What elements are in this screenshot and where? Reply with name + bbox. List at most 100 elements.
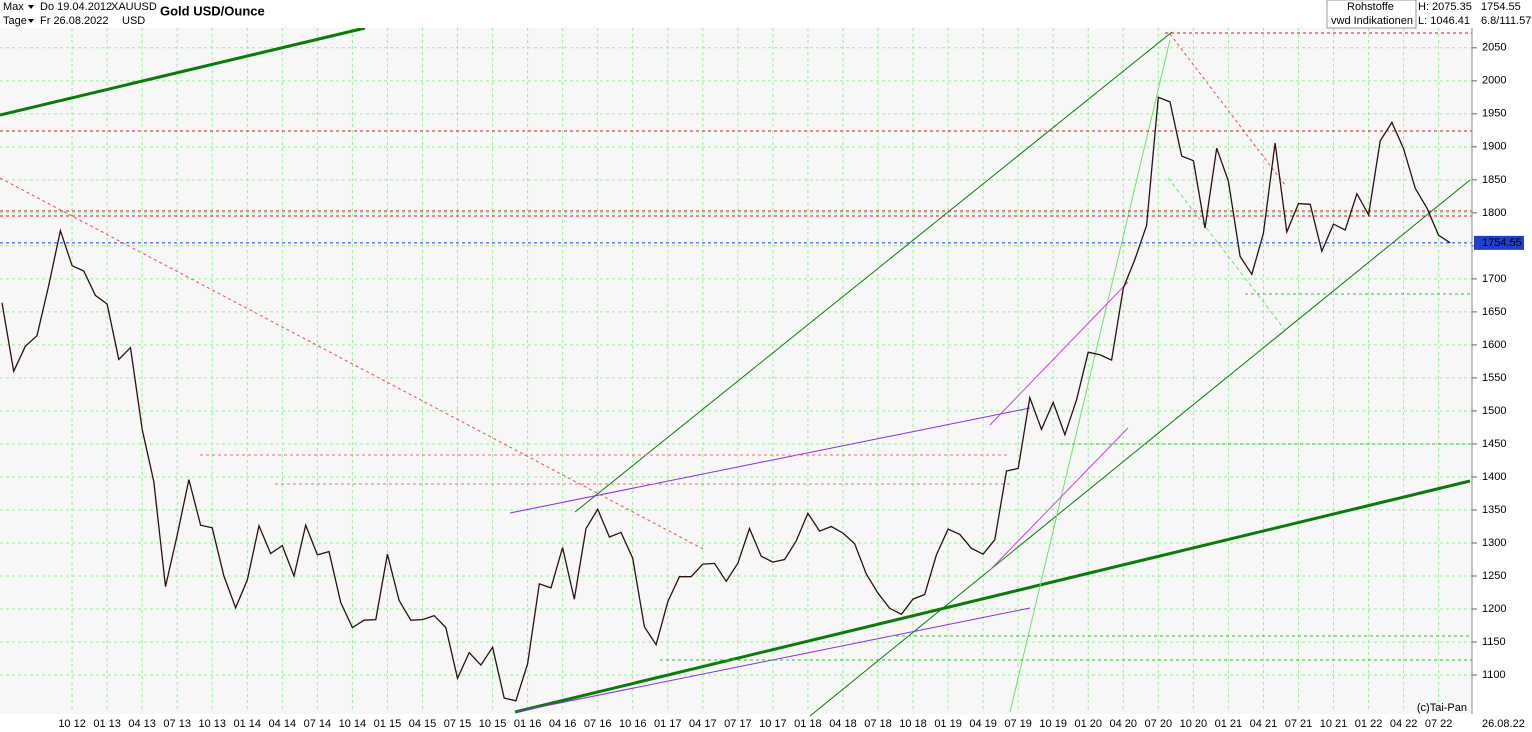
range-dropdown[interactable]: Max [3,1,34,13]
symbol: XAUUSD [111,1,157,13]
trendline [0,177,706,551]
y-tick-label: 1200 [1482,603,1506,615]
trendline [809,179,1471,717]
low: L: 1046.41 [1418,15,1470,27]
y-tick-label: 1850 [1482,174,1506,186]
x-tick-label: 01 13 [93,718,121,730]
x-tick-label: 07 22 [1425,718,1453,730]
info-box [1326,0,1417,29]
x-tick-label: 04 14 [269,718,297,730]
x-tick-label: 01 20 [1074,718,1102,730]
y-tick-label: 1950 [1482,108,1506,120]
x-tick-label: 07 15 [444,718,472,730]
period-dropdown[interactable]: Tage [3,15,34,27]
y-tick-label: 1250 [1482,570,1506,582]
y-tick-label: 1900 [1482,141,1506,153]
y-tick-label: 1700 [1482,273,1506,285]
y-axis: 1100 1150 1200 1250 1300 1350 1400 1450 1500 1550… [1472,42,1506,681]
x-tick-label: 01 22 [1355,718,1383,730]
axis-background [1472,28,1532,732]
x-tick-label: 01 16 [514,718,542,730]
y-tick-label: 2050 [1482,42,1506,54]
trendline [1167,177,1286,331]
trendline [989,427,1129,571]
y-tick-label: 1400 [1482,471,1506,483]
x-tick-label: 07 21 [1285,718,1313,730]
x-tick-label: 07 16 [584,718,612,730]
x-tick-label: 01 18 [794,718,822,730]
copyright: (c)Tai-Pan [1417,702,1467,714]
dropdown-arrow[interactable] [28,5,34,9]
x-tick-label: 10 21 [1320,718,1348,730]
x-tick-label: 04 22 [1390,718,1418,730]
x-tick-label: 10 13 [198,718,226,730]
x-tick-label: 04 16 [549,718,577,730]
price-series [0,96,1472,702]
y-tick-label: 1800 [1482,207,1506,219]
high: H: 2075.35 [1418,1,1472,13]
x-tick-label: 04 15 [409,718,437,730]
x-tick-label: 01 17 [654,718,682,730]
trendline [514,479,1471,714]
chart-title: Gold USD/Ounce [160,3,265,18]
start-date: Do 19.04.2012 [40,1,112,13]
last-price-label: 1754.55 [1482,237,1522,249]
x-tick-label: 07 13 [163,718,191,730]
last: 1754.55 [1481,1,1521,13]
x-tick-label: 10 16 [619,718,647,730]
change: 6.8/111.57 [1481,15,1531,27]
currency: USD [122,15,145,27]
trendline [989,281,1129,426]
y-tick-label: 1350 [1482,504,1506,516]
trendline [1009,39,1171,713]
trendlines [0,26,1472,717]
x-tick-label: 01 15 [374,718,402,730]
footer-date: 26.08.22 [1482,718,1525,730]
x-tick-label: 07 19 [1004,718,1032,730]
y-tick-label: 1100 [1482,669,1506,681]
y-tick-label: 1500 [1482,405,1506,417]
x-tick-label: 07 17 [724,718,752,730]
x-tick-label: 01 19 [934,718,962,730]
x-tick-label: 04 20 [1110,718,1138,730]
group: Rohstoffe [1347,1,1394,13]
x-tick-label: 07 14 [304,718,332,730]
x-tick-label: 01 14 [234,718,262,730]
x-tick-label: 04 18 [829,718,857,730]
x-tick-label: 04 19 [969,718,997,730]
x-tick-label: 10 14 [339,718,367,730]
y-tick-label: 1450 [1482,438,1506,450]
x-tick-label: 10 17 [759,718,787,730]
x-tick-label: 10 18 [899,718,927,730]
last-price-tag [1474,235,1524,250]
grid [0,28,1472,712]
x-tick-label: 10 20 [1180,718,1208,730]
end-date: Fr 26.08.2022 [40,15,109,27]
x-tick-label: 07 20 [1145,718,1173,730]
y-tick-label: 1550 [1482,372,1506,384]
range-label[interactable]: Max [3,1,24,13]
y-tick-label: 1150 [1482,636,1506,648]
y-tick-label: 1600 [1482,339,1506,351]
x-tick-label: 01 21 [1215,718,1243,730]
trendline [514,607,1031,713]
trendline [1169,33,1286,186]
x-tick-label: 07 18 [864,718,892,730]
trendline [574,31,1173,513]
period-label[interactable]: Tage [3,15,27,27]
trendline [509,407,1031,514]
header [0,0,1532,28]
source: vwd Indikationen [1331,15,1413,27]
dropdown-arrow[interactable] [28,19,34,23]
trendline [0,26,366,117]
plot-background [0,28,1472,714]
y-tick-label: 1650 [1482,306,1506,318]
x-tick-label: 10 19 [1039,718,1067,730]
y-tick-label: 2000 [1482,75,1506,87]
price-line [1,96,1451,702]
x-tick-label: 04 13 [128,718,156,730]
x-tick-label: 10 12 [58,718,86,730]
x-tick-label: 10 15 [479,718,507,730]
x-tick-label: 04 17 [689,718,717,730]
